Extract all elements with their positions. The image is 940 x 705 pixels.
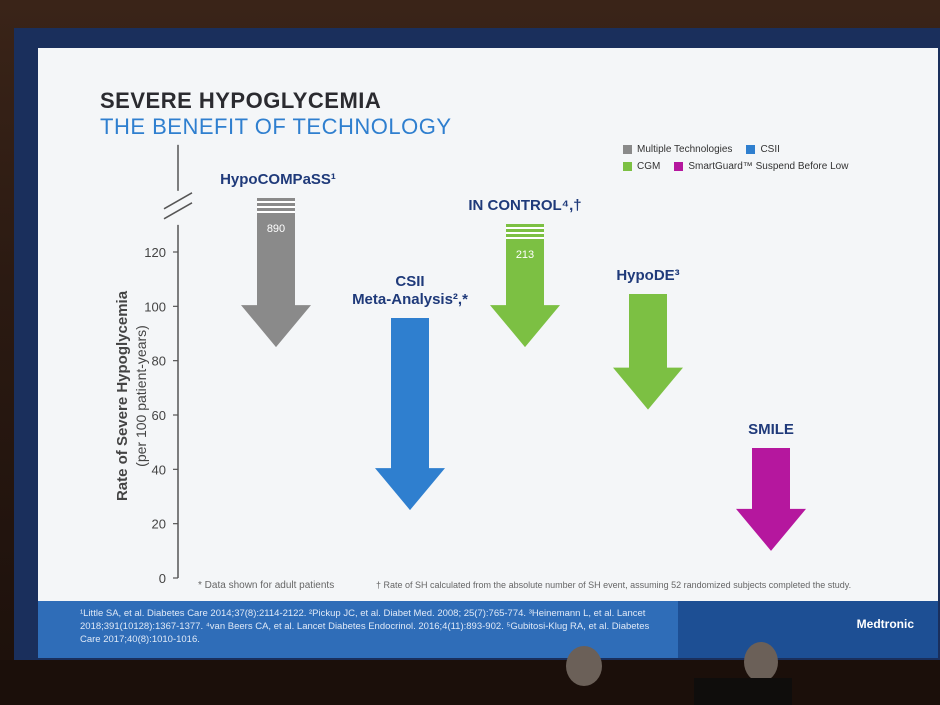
arrow-bar — [490, 224, 560, 348]
y-tick-label: 100 — [144, 299, 166, 314]
chart-legend: Multiple Technologies CSII CGM SmartGuar… — [623, 144, 848, 178]
y-tick-label: 40 — [152, 462, 166, 477]
y-tick-label: 20 — [152, 517, 166, 532]
brand-bar: Medtronic — [678, 601, 938, 658]
y-tick-label: 60 — [152, 408, 166, 423]
slide-subtitle: THE BENEFIT OF TECHNOLOGY — [100, 114, 452, 139]
slide-title: SEVERE HYPOGLYCEMIA — [100, 88, 382, 113]
category-label: SMILE — [748, 421, 794, 438]
medtronic-logo: Medtronic — [856, 617, 914, 631]
category-label: CSII — [395, 273, 424, 290]
stage-foreground — [0, 642, 940, 705]
legend-item-cgm: CGM — [623, 161, 660, 172]
references-text: ¹Little SA, et al. Diabetes Care 2014;37… — [80, 608, 650, 645]
y-tick-label: 80 — [152, 354, 166, 369]
presentation-slide: SEVERE HYPOGLYCEMIA THE BENEFIT OF TECHN… — [38, 48, 938, 658]
legend-swatch-blue — [746, 145, 756, 154]
legend-label: Multiple Technologies — [637, 144, 733, 155]
legend-swatch-magenta — [674, 162, 684, 171]
y-tick-label: 0 — [159, 571, 166, 586]
legend-swatch-gray — [623, 145, 632, 154]
laptop-screen — [694, 678, 792, 705]
axis-break-mark — [163, 192, 193, 210]
footnote-sh-rate: † Rate of SH calculated from the absolut… — [376, 580, 852, 590]
axis-break-mark — [163, 202, 193, 220]
speaker-right — [744, 642, 778, 682]
legend-item-multiple-technologies: Multiple Technologies — [623, 144, 732, 155]
legend-label: CGM — [637, 161, 661, 172]
arrow-bar — [613, 294, 683, 410]
category-label: IN CONTROL⁴,† — [468, 197, 581, 214]
arrow-bar — [375, 318, 445, 511]
arrow-chart: 020406080100120890HypoCOMPaSS¹CSIIMeta-A… — [144, 144, 806, 586]
legend-swatch-green — [623, 162, 632, 171]
legend-label: SmartGuard™ Suspend Before Low — [688, 161, 849, 172]
legend-item-csii: CSII — [746, 144, 780, 155]
legend-item-smartguard: SmartGuard™ Suspend Before Low — [674, 161, 848, 172]
arrow-bar — [736, 448, 806, 551]
category-label: HypoCOMPaSS¹ — [220, 171, 336, 188]
arrow-bar — [241, 198, 311, 348]
legend-label: CSII — [760, 144, 780, 155]
speaker-left — [566, 646, 602, 686]
footnote-adult: * Data shown for adult patients — [198, 580, 335, 591]
y-tick-label: 120 — [144, 245, 166, 260]
references-bar: ¹Little SA, et al. Diabetes Care 2014;37… — [38, 601, 678, 658]
arrow-value-label: 890 — [267, 223, 285, 235]
arrow-value-label: 213 — [516, 249, 534, 261]
category-label: HypoDE³ — [616, 267, 679, 284]
category-label: Meta-Analysis²,* — [352, 291, 468, 308]
